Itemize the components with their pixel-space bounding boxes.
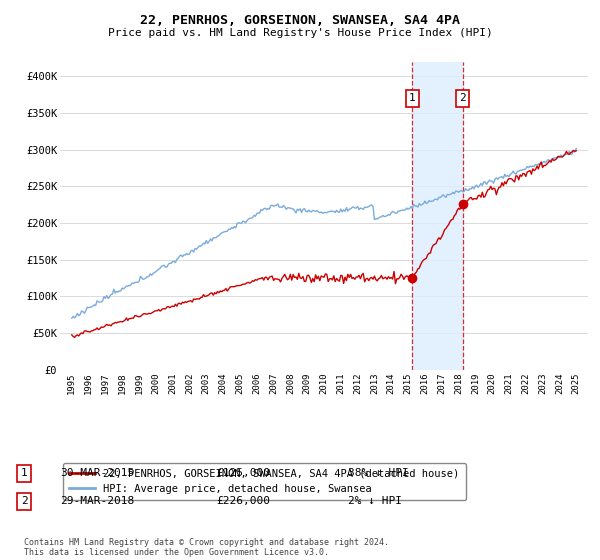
Text: £226,000: £226,000 <box>216 496 270 506</box>
Text: 1: 1 <box>20 468 28 478</box>
Text: 22, PENRHOS, GORSEINON, SWANSEA, SA4 4PA: 22, PENRHOS, GORSEINON, SWANSEA, SA4 4PA <box>140 14 460 27</box>
Text: 29-MAR-2018: 29-MAR-2018 <box>60 496 134 506</box>
Text: 30-MAR-2015: 30-MAR-2015 <box>60 468 134 478</box>
Text: Price paid vs. HM Land Registry's House Price Index (HPI): Price paid vs. HM Land Registry's House … <box>107 28 493 38</box>
Legend: 22, PENRHOS, GORSEINON, SWANSEA, SA4 4PA (detached house), HPI: Average price, d: 22, PENRHOS, GORSEINON, SWANSEA, SA4 4PA… <box>62 463 466 500</box>
Text: 2% ↓ HPI: 2% ↓ HPI <box>348 496 402 506</box>
Text: 38% ↓ HPI: 38% ↓ HPI <box>348 468 409 478</box>
Text: 2: 2 <box>20 496 28 506</box>
Bar <box>412 62 463 370</box>
Text: 1: 1 <box>409 94 416 103</box>
Text: 2: 2 <box>460 94 466 103</box>
Text: £125,000: £125,000 <box>216 468 270 478</box>
Text: Contains HM Land Registry data © Crown copyright and database right 2024.
This d: Contains HM Land Registry data © Crown c… <box>24 538 389 557</box>
